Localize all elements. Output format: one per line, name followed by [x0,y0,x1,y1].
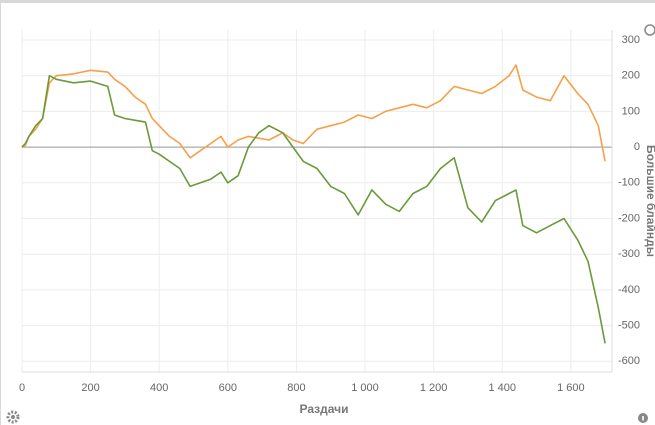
x-axis-label: Раздачи [300,402,349,416]
x-tick-label: 400 [150,382,168,394]
x-tick-label: 200 [81,382,99,394]
gear-icon[interactable] [6,410,20,424]
y-tick-label: -600 [618,355,640,367]
x-tick-label: 1 600 [557,382,585,394]
y-tick-label: -100 [618,177,640,189]
x-tick-label: 1 000 [351,382,379,394]
y-tick-label: -500 [618,319,640,331]
y-tick-label: 200 [622,70,640,82]
x-tick-label: 1 400 [488,382,516,394]
y-tick-label: -300 [618,248,640,260]
y-axis-label: Большие блайнды [644,145,655,257]
y-tick-label: 300 [622,34,640,46]
x-tick-label: 800 [287,382,305,394]
y-tick-label: -400 [618,284,640,296]
x-tick-label: 0 [19,382,25,394]
y-tick-label: -200 [618,212,640,224]
y-tick-label: 100 [622,105,640,117]
zoom-icon[interactable] [644,24,655,36]
y-tick-label: 0 [634,141,640,153]
x-tick-label: 1 200 [420,382,448,394]
top-bar [0,0,655,3]
info-icon[interactable] [638,413,648,423]
series-line [21,74,606,344]
x-tick-label: 600 [219,382,237,394]
series-line [21,64,606,162]
